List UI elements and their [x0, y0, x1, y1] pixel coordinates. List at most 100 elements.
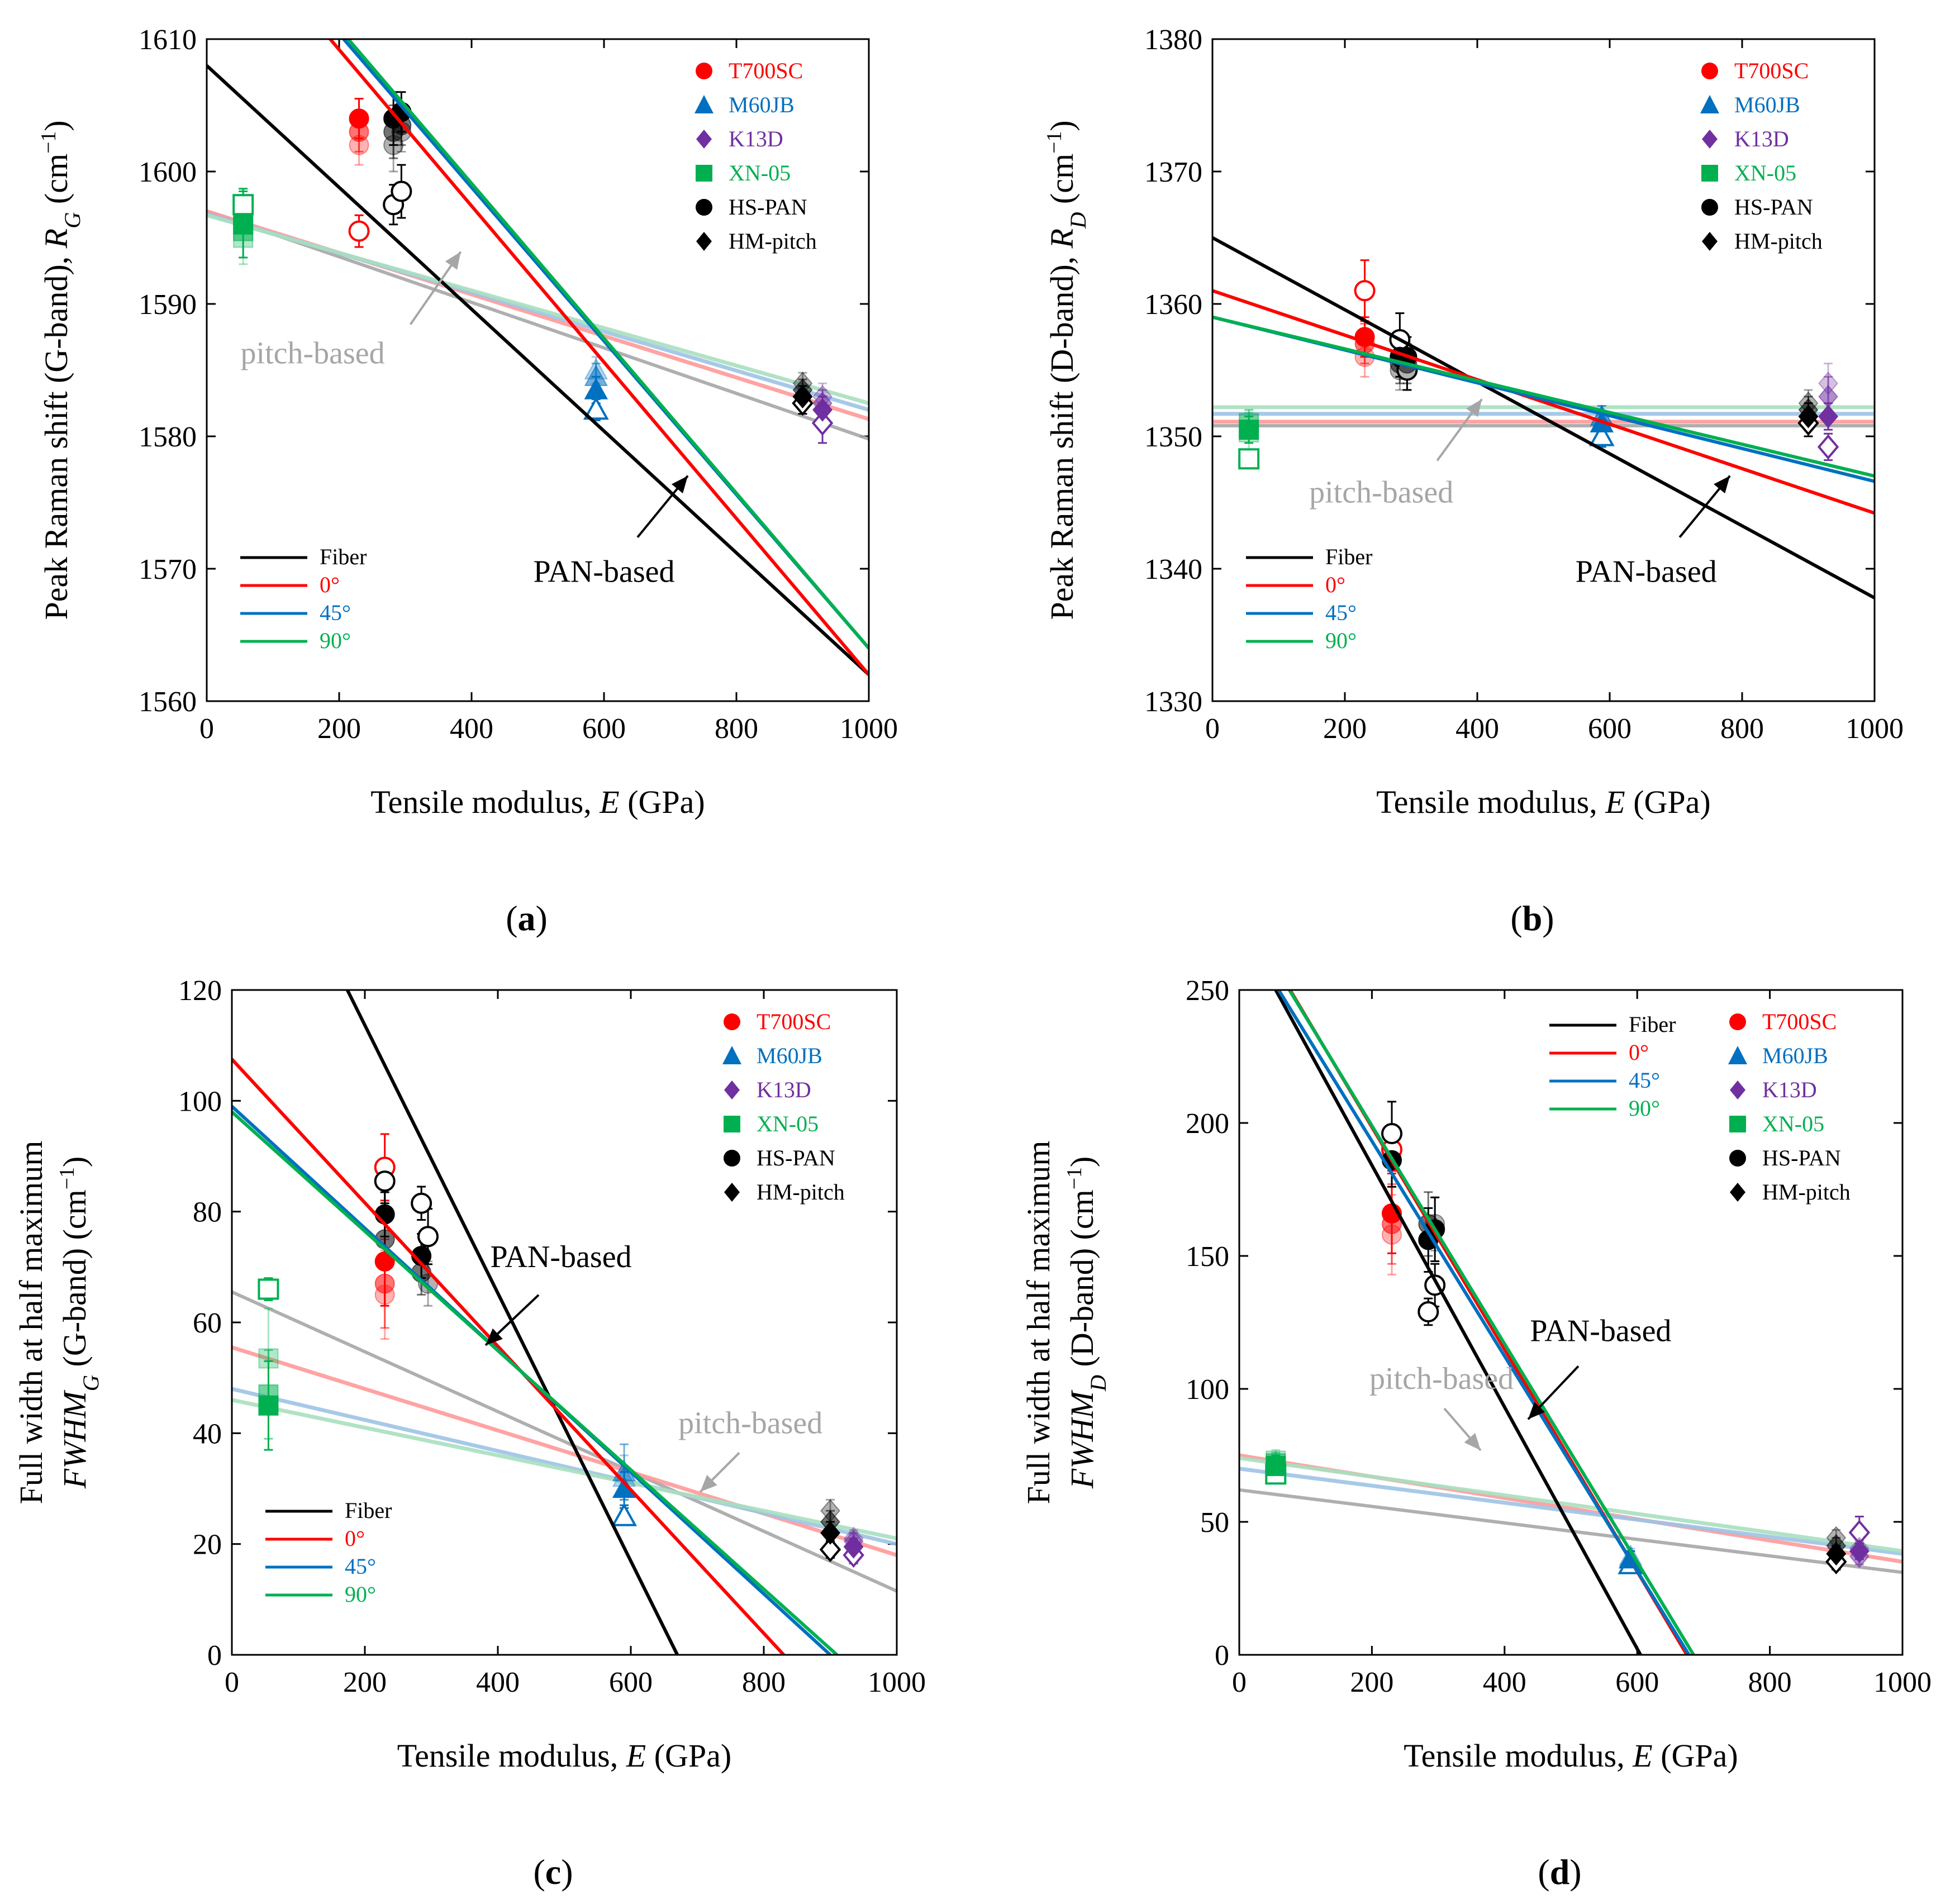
- fit-line-pan-90deg: [1212, 315, 1875, 478]
- x-tick-label: 800: [742, 1667, 786, 1698]
- y-axis-label: Peak Raman shift (D-band), RD (cm−1): [1043, 120, 1091, 620]
- legend-label-hm-pitch: HM-pitch: [1762, 1179, 1851, 1205]
- annotation-arrow-head: [1466, 399, 1482, 417]
- data-point-xn-05-45deg: [1266, 1453, 1286, 1474]
- x-tick-label: 0: [1232, 1667, 1247, 1698]
- legend-line-label-0deg: 0°: [320, 572, 340, 597]
- x-tick-label: 1000: [840, 713, 898, 745]
- legend-line-label-fiber: Fiber: [1325, 544, 1372, 569]
- data-point-m60jb-fiber: [611, 1503, 638, 1526]
- legend-line-label-90deg: 90°: [1629, 1096, 1660, 1121]
- x-tick-label: 600: [1615, 1667, 1659, 1698]
- legend-marker-hs-pan: [724, 1150, 740, 1167]
- x-tick-label: 600: [1588, 713, 1631, 745]
- plot-area: [207, 39, 869, 676]
- data-point-k13d-fiber: [811, 410, 834, 436]
- y-tick-label: 1610: [139, 24, 197, 56]
- panel-label-b: (b): [1510, 898, 1554, 938]
- x-tick-label: 200: [343, 1667, 387, 1698]
- y-tick-label: 1380: [1144, 24, 1202, 56]
- y-tick-label: 60: [193, 1307, 222, 1339]
- x-tick-label: 1000: [1873, 1667, 1932, 1698]
- legend-label-m60jb: M60JB: [1734, 92, 1800, 117]
- legend-label-m60jb: M60JB: [1762, 1043, 1828, 1068]
- y-tick-label: 1580: [139, 421, 197, 453]
- annotation-pitch-based: pitch-based: [1369, 1362, 1514, 1396]
- x-tick-label: 200: [317, 713, 361, 745]
- legend-marker-t700sc: [1701, 63, 1718, 79]
- annotation-arrow-head: [1464, 1432, 1481, 1450]
- legend-marker-m60jb: [1700, 95, 1719, 113]
- legend-line-label-45deg: 45°: [1629, 1068, 1660, 1093]
- legend-label-hs-pan: HS-PAN: [1734, 194, 1813, 220]
- fit-line-pitch-45deg: [232, 1387, 897, 1546]
- legend-line-label-0deg: 0°: [1629, 1040, 1649, 1065]
- plot-area: [1239, 990, 1902, 1655]
- legend-label-xn-05: XN-05: [729, 160, 791, 185]
- data-point-k13d-45deg: [812, 391, 833, 415]
- fiber-legend: T700SC M60JB K13D XN-05 HS-PAN HM-pitch: [722, 1009, 845, 1205]
- chart-panel-a: 0 200 400 600 800 1000 1560 1570 1580 1590 1600 161…: [37, 24, 898, 938]
- legend-marker-t700sc: [724, 1013, 740, 1030]
- fit-line-pitch-90deg: [207, 213, 869, 406]
- y-tick-label: 1350: [1144, 421, 1202, 453]
- fiber-legend: T700SC M60JB K13D XN-05 HS-PAN HM-pitch: [695, 58, 817, 254]
- y-tick-label: 0: [1215, 1640, 1229, 1672]
- fit-line-pan-fiber: [1212, 236, 1875, 599]
- y-tick-label: 150: [1186, 1241, 1229, 1273]
- data-point-m60jb-fiber: [1588, 423, 1615, 446]
- line-legend: Fiber 0° 45° 90°: [265, 1498, 392, 1607]
- legend-label-t700sc: T700SC: [757, 1009, 831, 1034]
- data-point-xn-05-fiber: [232, 194, 254, 216]
- legend-marker-hm-pitch: [1730, 1183, 1745, 1202]
- axes-frame: [206, 38, 870, 702]
- fit-line-pan-45deg: [1276, 990, 1691, 1655]
- annotation-pan-based: PAN-based: [491, 1240, 632, 1274]
- data-point-m60jb-0deg: [584, 378, 608, 399]
- x-tick-label: 600: [609, 1667, 653, 1698]
- x-tick-label: 0: [1205, 713, 1220, 745]
- y-axis-label: Peak Raman shift (G-band), RG (cm−1): [37, 120, 85, 620]
- legend-line-label-90deg: 90°: [1325, 628, 1357, 653]
- legend-marker-xn-05: [1729, 1116, 1746, 1132]
- data-point-t700sc-90deg: [1382, 1224, 1402, 1245]
- data-point-t700sc-0deg: [374, 1251, 395, 1272]
- y-axis-label-line2: FWHMD (D-band) (cm−1): [1063, 1156, 1111, 1489]
- legend-marker-hs-pan: [1729, 1150, 1746, 1167]
- panel-label-c: (c): [533, 1852, 573, 1892]
- x-axis-label: Tensile modulus, E (GPa): [1404, 1738, 1738, 1774]
- plot-area: [232, 990, 897, 1655]
- data-point-hm-pitch-90deg: [820, 1499, 840, 1523]
- fit-line-pan-0deg: [327, 39, 869, 676]
- data-point-k13d-45deg: [843, 1529, 864, 1553]
- y-tick-label: 40: [193, 1418, 222, 1450]
- y-tick-label: 200: [1186, 1108, 1229, 1140]
- y-tick-label: 250: [1186, 975, 1229, 1007]
- data-point-m60jb-90deg: [584, 358, 608, 380]
- data-point-hs-pan-fiber: [417, 1226, 439, 1248]
- legend-line-label-0deg: 0°: [345, 1526, 365, 1551]
- plot-area: [1212, 236, 1875, 599]
- legend-label-t700sc: T700SC: [729, 58, 803, 83]
- y-tick-label: 50: [1200, 1507, 1229, 1539]
- chart-panel-c: 0 200 400 600 800 1000 0 20 40 60 80 100 120 T700SC M6…: [13, 975, 926, 1892]
- line-legend: Fiber 0° 45° 90°: [1246, 544, 1372, 653]
- data-point-hs-pan-fiber: [374, 1170, 396, 1192]
- legend-label-t700sc: T700SC: [1762, 1009, 1837, 1034]
- fit-line-pitch-fiber: [207, 210, 869, 441]
- legend-marker-hm-pitch: [696, 232, 712, 251]
- fit-line-pan-90deg: [232, 1110, 838, 1655]
- data-point-k13d-90deg: [812, 384, 833, 408]
- annotation-pan-based: PAN-based: [1576, 555, 1717, 589]
- data-point-k13d-0deg: [1818, 404, 1838, 429]
- legend-marker-t700sc: [696, 63, 712, 79]
- data-point-k13d-90deg: [843, 1526, 864, 1550]
- x-tick-label: 800: [1748, 1667, 1792, 1698]
- y-tick-label: 1360: [1144, 289, 1202, 321]
- annotation-pitch-based: pitch-based: [1309, 475, 1453, 510]
- annotation-pan-based: PAN-based: [533, 555, 674, 589]
- y-tick-label: 0: [207, 1640, 222, 1672]
- data-point-t700sc-90deg: [374, 1284, 395, 1305]
- legend-line-label-fiber: Fiber: [1629, 1012, 1676, 1037]
